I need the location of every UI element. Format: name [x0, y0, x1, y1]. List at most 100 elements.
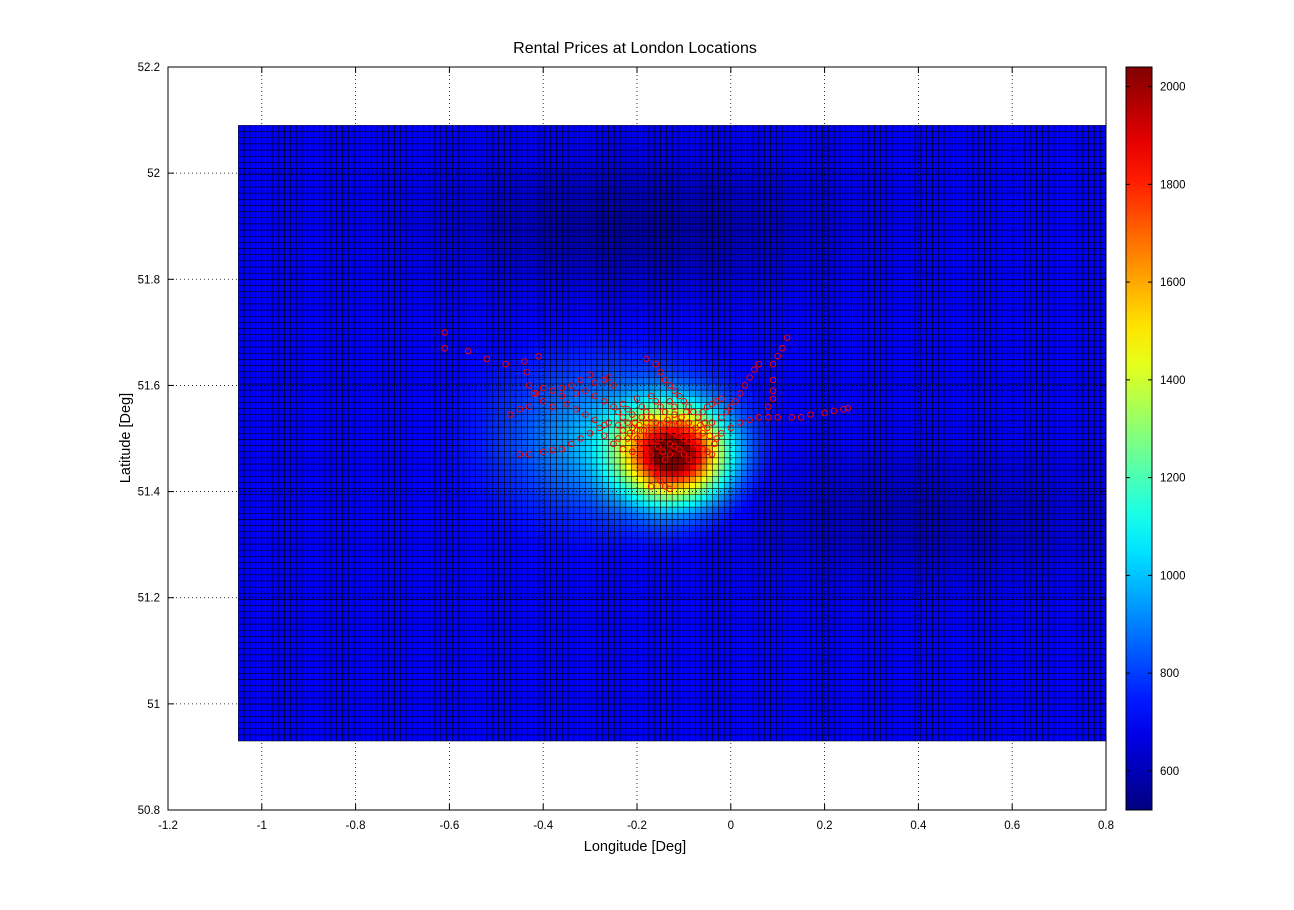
heatmap-cell [875, 599, 881, 605]
heatmap-cell [834, 624, 840, 630]
heatmap-cell [1094, 593, 1100, 599]
heatmap-cell [990, 679, 996, 685]
heatmap-cell [1077, 667, 1083, 673]
heatmap-cell [279, 667, 285, 673]
heatmap-cell [423, 704, 429, 710]
heatmap-cell [1013, 556, 1019, 562]
heatmap-cell [609, 612, 615, 618]
heatmap-cell [337, 655, 343, 661]
heatmap-cell [493, 716, 499, 722]
heatmap-cell [412, 606, 418, 612]
heatmap-cell [331, 599, 337, 605]
heatmap-cell [938, 618, 944, 624]
heatmap-cell [938, 655, 944, 661]
heatmap-cell [880, 575, 886, 581]
heatmap-cell [805, 599, 811, 605]
heatmap-cell [267, 593, 273, 599]
heatmap-cell [684, 593, 690, 599]
heatmap-cell [863, 636, 869, 642]
heatmap-cell [603, 686, 609, 692]
heatmap-cell [626, 575, 632, 581]
heatmap-cell [944, 581, 950, 587]
heatmap-cell [765, 630, 771, 636]
heatmap-cell [950, 698, 956, 704]
heatmap-cell [724, 636, 730, 642]
heatmap-cell [776, 661, 782, 667]
heatmap-cell [886, 538, 892, 544]
heatmap-cell [267, 649, 273, 655]
heatmap-cell [1083, 593, 1089, 599]
heatmap-cell [487, 729, 493, 735]
heatmap-cell [574, 704, 580, 710]
heatmap-cell [383, 716, 389, 722]
heatmap-cell [331, 723, 337, 729]
heatmap-cell [389, 550, 395, 556]
heatmap-cell [458, 692, 464, 698]
heatmap-cell [1094, 643, 1100, 649]
heatmap-cell [1037, 735, 1043, 741]
heatmap-cell [909, 550, 915, 556]
heatmap-cell [956, 704, 962, 710]
heatmap-cell [314, 679, 320, 685]
heatmap-cell [256, 643, 262, 649]
heatmap-cell [672, 661, 678, 667]
heatmap-cell [580, 735, 586, 741]
heatmap-cell [585, 704, 591, 710]
heatmap-cell [771, 587, 777, 593]
heatmap-cell [892, 655, 898, 661]
heatmap-cell [314, 599, 320, 605]
heatmap-cell [285, 667, 291, 673]
heatmap-cell [539, 624, 545, 630]
heatmap-cell [464, 729, 470, 735]
heatmap-cell [1089, 686, 1095, 692]
heatmap-cell [753, 649, 759, 655]
heatmap-cell [238, 538, 244, 544]
heatmap-cell [551, 716, 557, 722]
heatmap-cell [707, 624, 713, 630]
heatmap-cell [487, 636, 493, 642]
heatmap-cell [406, 630, 412, 636]
heatmap-cell [927, 612, 933, 618]
heatmap-cell [493, 612, 499, 618]
heatmap-cell [620, 550, 626, 556]
heatmap-cell [817, 599, 823, 605]
heatmap-cell [337, 612, 343, 618]
heatmap-cell [528, 612, 534, 618]
heatmap-cell [545, 612, 551, 618]
heatmap-cell [429, 655, 435, 661]
heatmap-cell [562, 723, 568, 729]
heatmap-cell [273, 673, 279, 679]
heatmap-cell [684, 556, 690, 562]
heatmap-cell [533, 618, 539, 624]
heatmap-cell [296, 729, 302, 735]
heatmap-cell [1066, 667, 1072, 673]
heatmap-cell [383, 612, 389, 618]
heatmap-cell [412, 723, 418, 729]
heatmap-cell [499, 698, 505, 704]
heatmap-cell [996, 550, 1002, 556]
heatmap-cell [279, 606, 285, 612]
heatmap-cell [516, 636, 522, 642]
heatmap-cell [776, 698, 782, 704]
heatmap-cell [458, 569, 464, 575]
heatmap-cell [395, 655, 401, 661]
heatmap-cell [487, 649, 493, 655]
heatmap-cell [319, 538, 325, 544]
heatmap-cell [348, 643, 354, 649]
heatmap-cell [342, 618, 348, 624]
heatmap-cell [244, 575, 250, 581]
heatmap-cell [782, 562, 788, 568]
heatmap-cell [1037, 556, 1043, 562]
heatmap-cell [314, 624, 320, 630]
heatmap-cell [655, 686, 661, 692]
heatmap-cell [337, 667, 343, 673]
heatmap-cell [736, 624, 742, 630]
heatmap-cell [244, 686, 250, 692]
heatmap-cell [244, 673, 250, 679]
heatmap-cell [851, 538, 857, 544]
heatmap-cell [851, 581, 857, 587]
heatmap-cell [371, 581, 377, 587]
heatmap-cell [1094, 575, 1100, 581]
heatmap-cell [342, 729, 348, 735]
heatmap-cell [678, 575, 684, 581]
